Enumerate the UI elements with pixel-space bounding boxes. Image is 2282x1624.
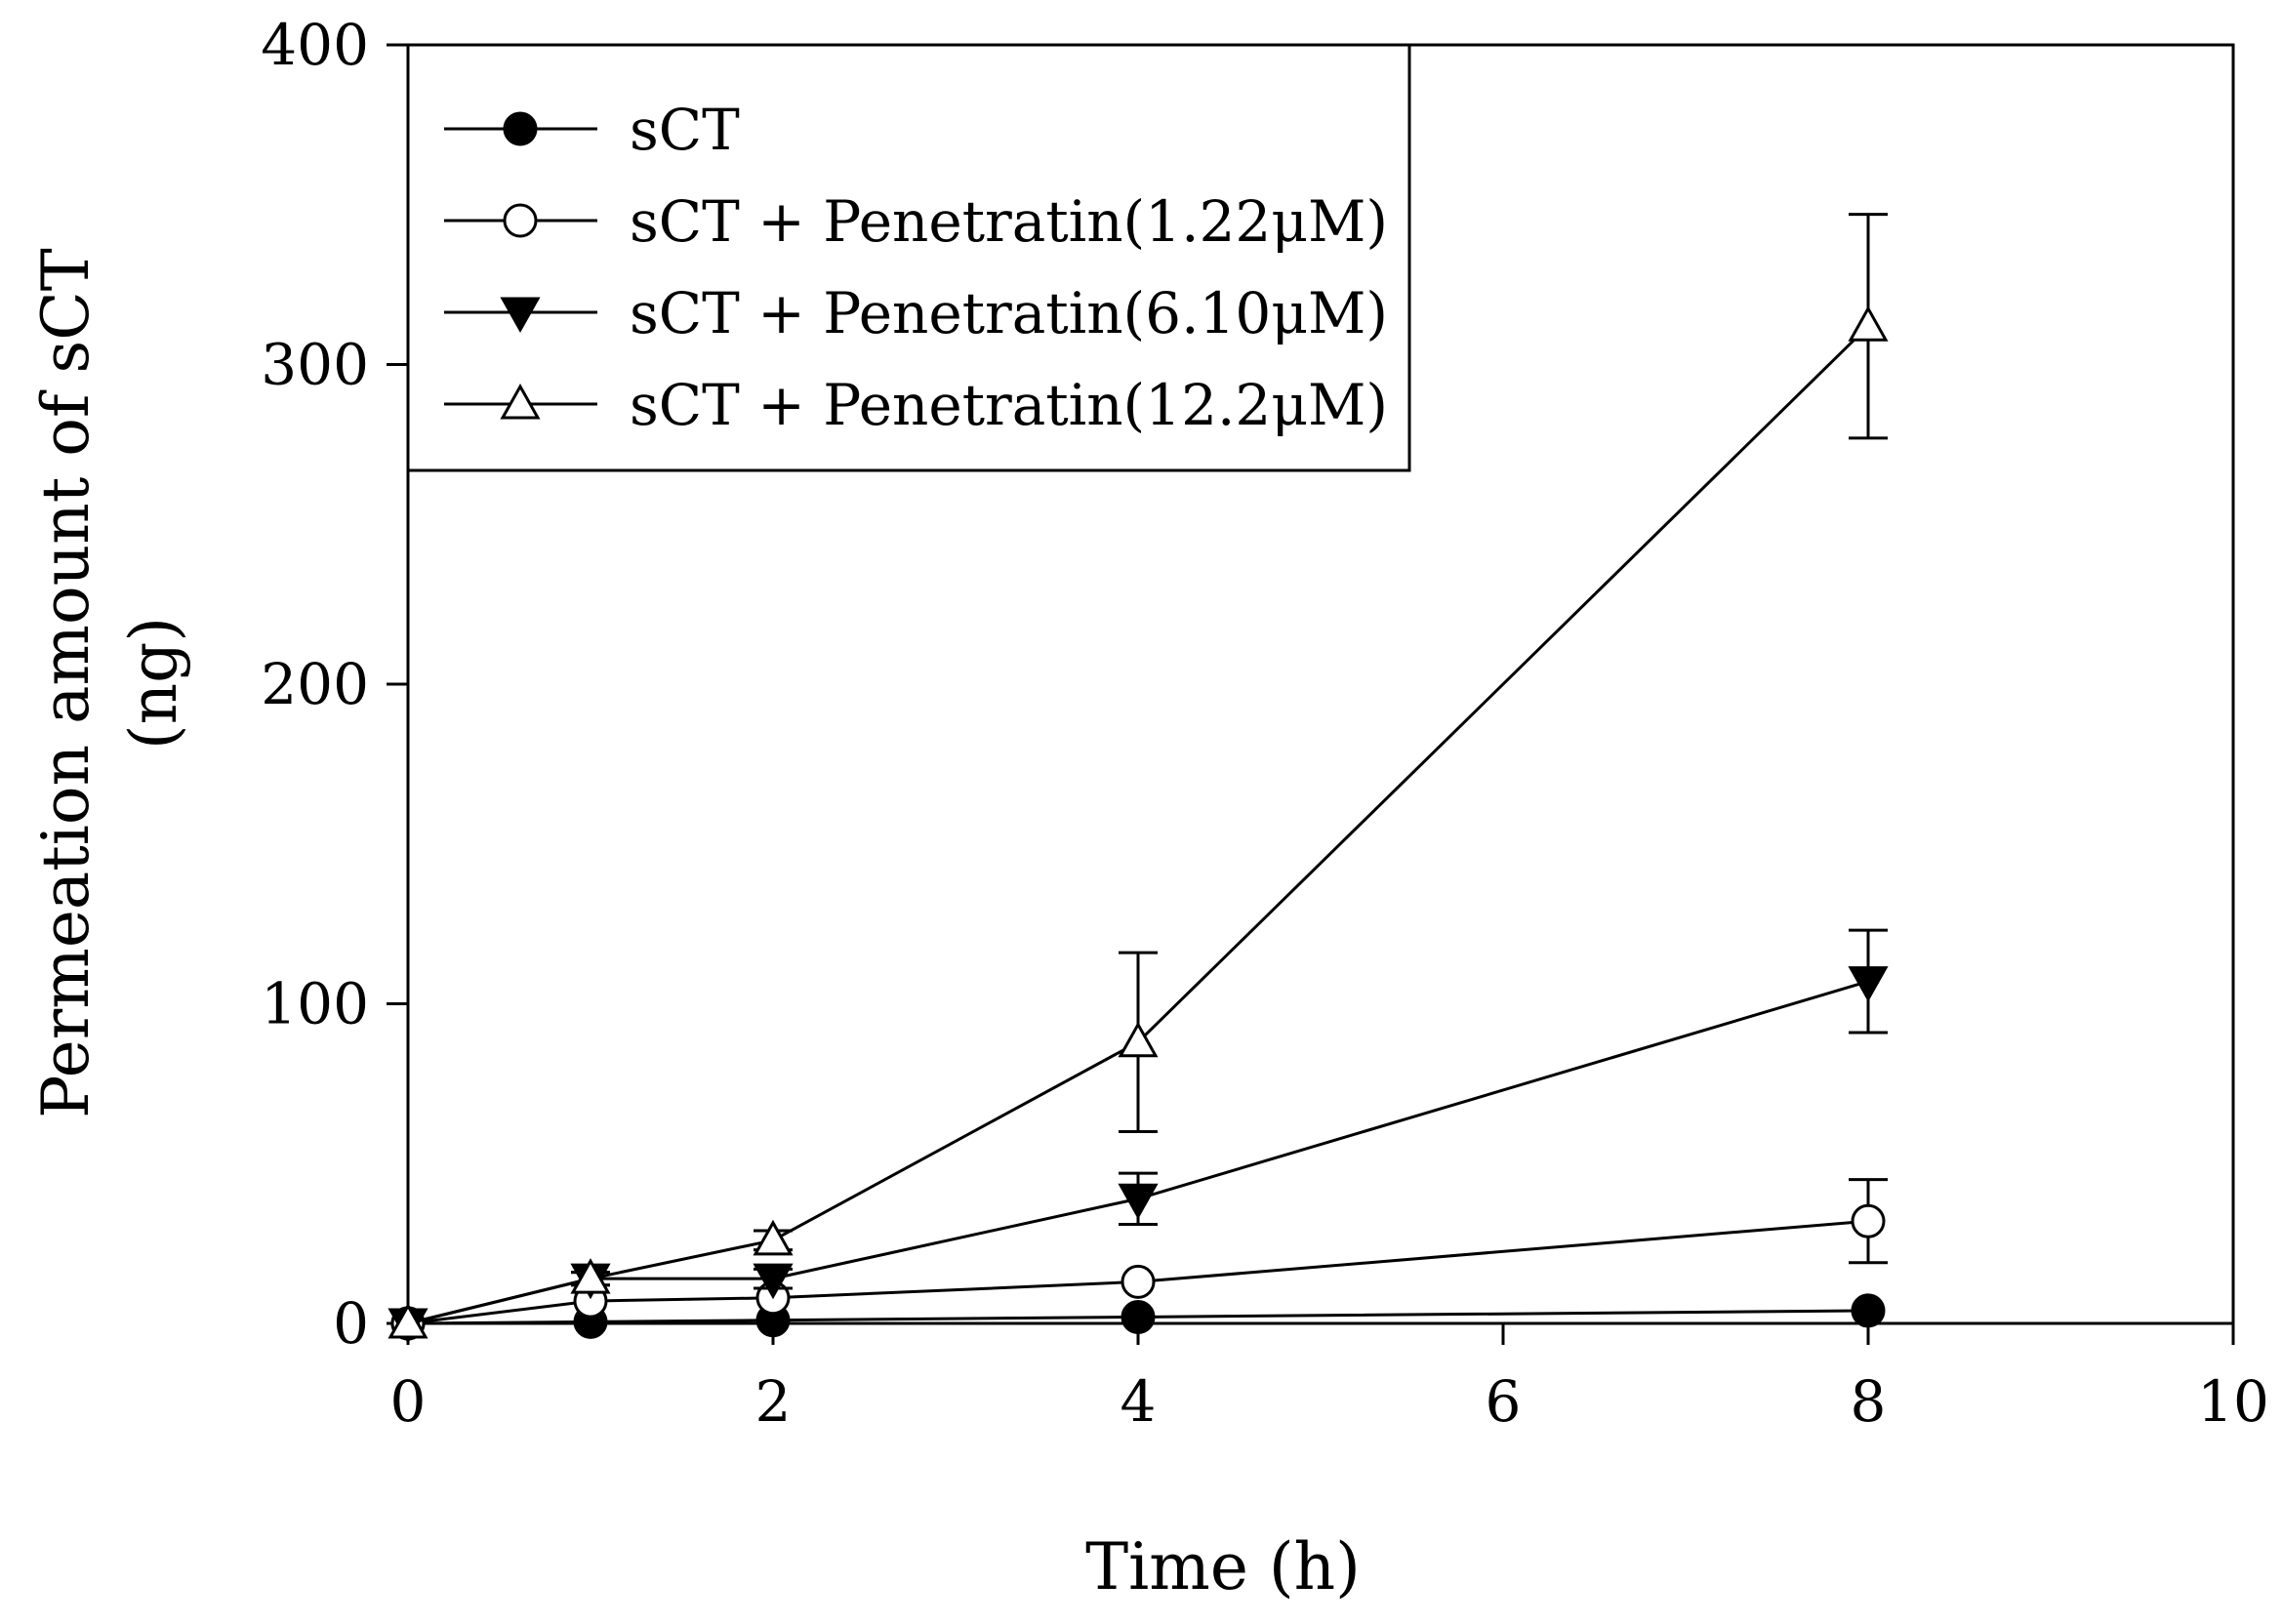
legend-label-3: sCT + Penetratin(6.10μM) (630, 280, 1388, 346)
series-3-point-2 (753, 1263, 794, 1300)
series-2-point-3 (1121, 1264, 1156, 1299)
y-tick-label-400: 400 (261, 12, 369, 78)
x-tick-label-10: 10 (2197, 1368, 2269, 1435)
series-4 (387, 213, 1889, 1339)
x-tick-label-4: 4 (1121, 1368, 1157, 1435)
series-4-point-0 (387, 1302, 428, 1339)
x-axis: 0 2 4 6 8 10 (390, 1323, 2269, 1435)
y-tick-label-300: 300 (261, 332, 369, 398)
y-tick-label-200: 200 (261, 651, 369, 717)
legend-label-1: sCT (630, 97, 740, 163)
legend: sCT sCT + Penetratin(1.22μM) sCT + Penetra… (406, 43, 1411, 472)
series-1-point-4 (1851, 1293, 1886, 1328)
y-axis: 0 100 200 300 400 (261, 12, 408, 1357)
series-1-point-3 (1121, 1299, 1156, 1334)
x-tick-label-8: 8 (1851, 1368, 1887, 1435)
series-4-point-2 (753, 1219, 794, 1256)
legend-label-2: sCT + Penetratin(1.22μM) (630, 188, 1388, 255)
series-4-point-3 (1118, 1021, 1159, 1058)
legend-box (406, 43, 1411, 472)
legend-marker-1 (503, 111, 538, 146)
x-tick-label-6: 6 (1486, 1368, 1522, 1435)
y-tick-label-0: 0 (333, 1290, 369, 1357)
legend-items: sCT sCT + Penetratin(1.22μM) sCT + Penetra… (444, 97, 1388, 438)
x-tick-label-0: 0 (390, 1368, 427, 1435)
x-tick-label-2: 2 (755, 1368, 792, 1435)
legend-marker-4 (500, 383, 541, 420)
series-3-point-3 (1118, 1183, 1159, 1220)
series-2-point-4 (1851, 1203, 1886, 1238)
legend-marker-3 (500, 297, 541, 334)
x-axis-title: Time (h) (1085, 1529, 1361, 1604)
y-axis-title: Permeation amount of sCT (28, 248, 103, 1118)
series-4-point-4 (1848, 305, 1889, 342)
series-3-point-4 (1848, 966, 1889, 1002)
y-axis-title-unit: (ng) (116, 617, 191, 750)
y-tick-label-100: 100 (261, 971, 369, 1037)
legend-marker-2 (503, 203, 538, 238)
legend-label-4: sCT + Penetratin(12.2μM) (630, 372, 1388, 438)
series-4-point-1 (570, 1258, 611, 1294)
series-layer (387, 213, 1889, 1345)
